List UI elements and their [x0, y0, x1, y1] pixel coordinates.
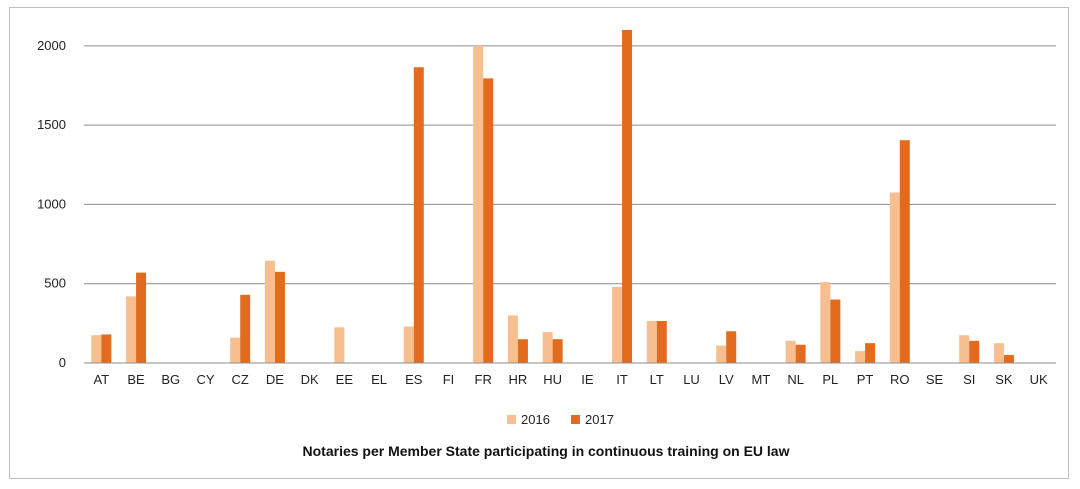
bar-2017-LV [726, 331, 737, 363]
x-tick-label: SE [926, 372, 944, 387]
x-tick-label: HU [543, 372, 562, 387]
bar-2017-RO [899, 140, 910, 363]
bar-2017-DE [274, 271, 285, 363]
bar-2017-SK [1003, 355, 1014, 363]
bar-2017-ES [413, 67, 424, 363]
x-tick-label: SK [995, 372, 1013, 387]
bar-2016-SK [993, 343, 1004, 363]
bar-2017-BE [136, 272, 147, 363]
bar-2016-IT [612, 286, 623, 363]
bar-2017-SI [969, 340, 980, 363]
x-tick-label: FR [475, 372, 492, 387]
chart-title: Notaries per Member State participating … [303, 443, 790, 459]
x-tick-label: NL [787, 372, 804, 387]
x-tick-label: BE [127, 372, 145, 387]
x-tick-label: SI [963, 372, 975, 387]
legend-label-2017: 2017 [585, 412, 614, 427]
bar-2017-FR [483, 78, 494, 363]
bar-2016-NL [785, 340, 796, 363]
grid-lines [84, 45, 1056, 285]
x-tick-label: LU [683, 372, 700, 387]
x-tick-label: ES [405, 372, 423, 387]
x-tick-label: LT [650, 372, 664, 387]
legend-label-2016: 2016 [521, 412, 550, 427]
y-tick-label: 1500 [37, 117, 66, 132]
bar-2016-LV [716, 345, 727, 363]
bar-2016-PL [820, 282, 831, 363]
y-axis-ticks: 0 500 1000 1500 2000 [37, 38, 66, 370]
bar-2016-FR [473, 45, 484, 363]
x-tick-label: IT [616, 372, 628, 387]
bar-2017-LT [656, 320, 667, 363]
bar-2016-BE [126, 296, 137, 363]
legend-swatch-2016 [507, 415, 516, 424]
legend-swatch-2017 [571, 415, 580, 424]
bar-2017-HR [517, 339, 528, 363]
bar-2017-HU [552, 339, 563, 363]
x-tick-label: LV [719, 372, 734, 387]
x-tick-label: HR [509, 372, 528, 387]
x-tick-label: UK [1030, 372, 1048, 387]
y-tick-label: 1000 [37, 196, 66, 211]
x-tick-label: RO [890, 372, 910, 387]
x-tick-label: BG [161, 372, 180, 387]
x-tick-label: PT [857, 372, 874, 387]
bar-2017-PT [865, 343, 876, 363]
y-tick-label: 500 [44, 276, 66, 291]
x-tick-label: FI [443, 372, 455, 387]
bar-2016-DE [264, 260, 275, 363]
bar-2016-SI [959, 335, 970, 363]
bar-2017-NL [795, 344, 806, 363]
y-tick-label: 2000 [37, 38, 66, 53]
bar-2016-HU [542, 332, 553, 363]
x-tick-label: AT [94, 372, 110, 387]
bar-2017-AT [101, 334, 112, 363]
bar-2017-PL [830, 299, 841, 363]
legend: 2016 2017 [507, 412, 614, 427]
x-tick-label: CZ [232, 372, 249, 387]
x-tick-label: EE [336, 372, 354, 387]
bar-2016-ES [403, 326, 414, 363]
bar-2016-PT [855, 351, 866, 363]
bar-2016-EE [334, 327, 345, 363]
x-tick-label: MT [752, 372, 771, 387]
x-tick-label: DE [266, 372, 284, 387]
bar-2016-HR [507, 315, 518, 363]
bars [91, 30, 1014, 363]
x-tick-label: CY [196, 372, 214, 387]
bar-2016-RO [889, 192, 900, 363]
bar-2016-AT [91, 335, 102, 363]
bar-2017-CZ [240, 294, 251, 363]
bar-2017-IT [622, 30, 633, 363]
x-tick-label: PL [822, 372, 838, 387]
x-tick-label: DK [301, 372, 319, 387]
x-tick-label: IE [581, 372, 594, 387]
y-tick-label: 0 [59, 355, 66, 370]
x-axis-ticks: AT BE BG CY CZ DE DK EE EL ES FI FR HR HU IE IT LT LU LV MT… [94, 372, 1048, 387]
bar-2016-LT [646, 320, 657, 363]
x-tick-label: EL [371, 372, 387, 387]
bar-2016-CZ [230, 337, 241, 363]
